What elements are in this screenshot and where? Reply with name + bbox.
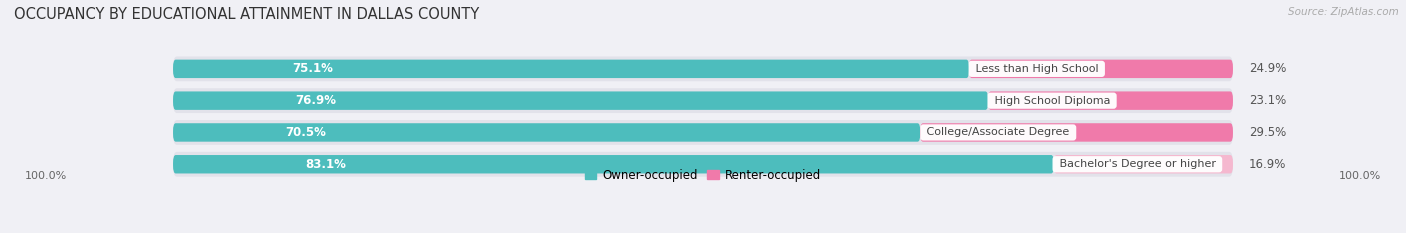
Legend: Owner-occupied, Renter-occupied: Owner-occupied, Renter-occupied [579, 164, 827, 187]
Text: Source: ZipAtlas.com: Source: ZipAtlas.com [1288, 7, 1399, 17]
Text: 75.1%: 75.1% [292, 62, 333, 75]
FancyBboxPatch shape [988, 91, 1233, 110]
FancyBboxPatch shape [173, 123, 921, 142]
FancyBboxPatch shape [173, 60, 969, 78]
Text: College/Associate Degree: College/Associate Degree [924, 127, 1073, 137]
Text: 16.9%: 16.9% [1249, 158, 1286, 171]
Text: 76.9%: 76.9% [295, 94, 336, 107]
FancyBboxPatch shape [173, 91, 988, 110]
FancyBboxPatch shape [1054, 155, 1233, 174]
Text: 83.1%: 83.1% [305, 158, 346, 171]
FancyBboxPatch shape [173, 155, 1054, 174]
Text: 24.9%: 24.9% [1249, 62, 1286, 75]
Text: 100.0%: 100.0% [25, 171, 67, 181]
Text: 100.0%: 100.0% [1339, 171, 1381, 181]
Text: Less than High School: Less than High School [972, 64, 1102, 74]
Text: Bachelor's Degree or higher: Bachelor's Degree or higher [1056, 159, 1219, 169]
FancyBboxPatch shape [173, 120, 1233, 145]
FancyBboxPatch shape [173, 152, 1233, 177]
Text: 29.5%: 29.5% [1249, 126, 1286, 139]
FancyBboxPatch shape [173, 88, 1233, 113]
Text: High School Diploma: High School Diploma [991, 96, 1114, 106]
Text: 70.5%: 70.5% [285, 126, 326, 139]
Text: OCCUPANCY BY EDUCATIONAL ATTAINMENT IN DALLAS COUNTY: OCCUPANCY BY EDUCATIONAL ATTAINMENT IN D… [14, 7, 479, 22]
FancyBboxPatch shape [969, 60, 1233, 78]
FancyBboxPatch shape [921, 123, 1233, 142]
Text: 23.1%: 23.1% [1249, 94, 1286, 107]
FancyBboxPatch shape [173, 56, 1233, 81]
